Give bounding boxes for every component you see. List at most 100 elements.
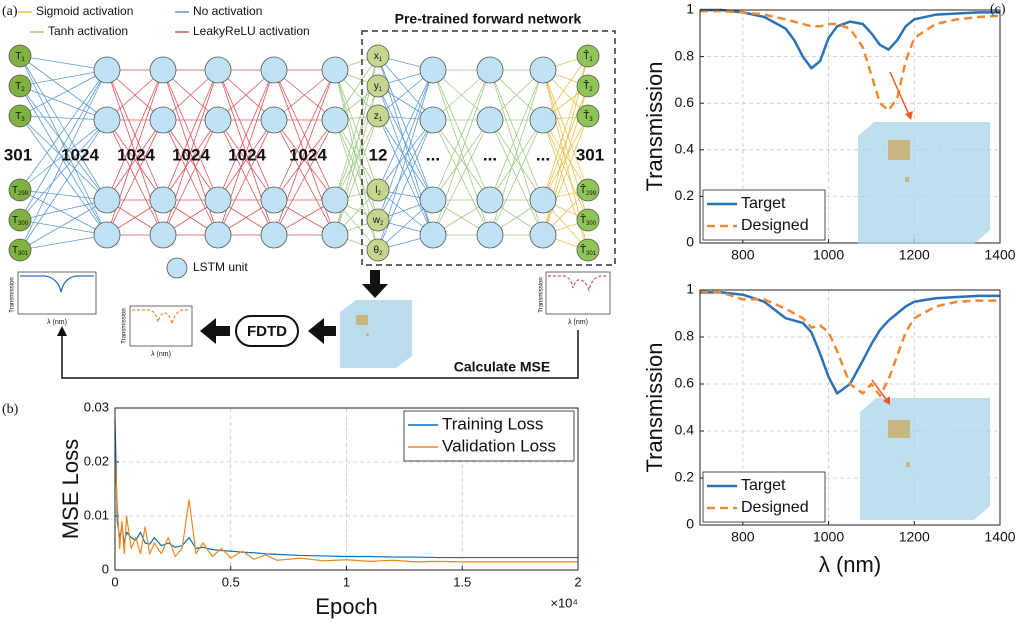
node xyxy=(149,221,177,249)
node-main: y xyxy=(374,81,379,92)
panel-label: (a) xyxy=(2,4,18,19)
thumb-ylabel: Transmission xyxy=(539,277,545,312)
device-block xyxy=(905,177,909,182)
device-inset xyxy=(858,122,990,244)
node xyxy=(260,221,288,249)
node xyxy=(529,56,557,84)
pointer xyxy=(889,71,911,118)
node xyxy=(529,221,557,249)
series-line xyxy=(114,418,578,559)
edge xyxy=(334,69,379,191)
node xyxy=(204,56,232,84)
edge xyxy=(432,119,491,201)
y-tick-label: 0.01 xyxy=(84,507,109,522)
layer-size: 1024 xyxy=(289,145,327,164)
edge xyxy=(542,119,589,191)
node xyxy=(321,106,349,134)
thumb-curve xyxy=(132,309,190,325)
edge xyxy=(19,115,108,236)
y-tick-label: 0.03 xyxy=(84,399,109,414)
edge xyxy=(217,119,275,236)
node-label: T̂1 xyxy=(583,48,593,63)
node xyxy=(321,221,349,249)
edge xyxy=(19,199,108,221)
edge xyxy=(432,69,491,201)
layer-size: 1024 xyxy=(61,145,99,164)
device-block xyxy=(888,140,910,160)
layer-size: ... xyxy=(426,145,440,164)
edge xyxy=(377,69,434,191)
legend-label: Designed xyxy=(741,217,809,234)
node-label: T̂300 xyxy=(580,212,597,227)
node-label: l2 xyxy=(375,185,381,197)
edge xyxy=(106,119,164,236)
thumb-curve xyxy=(20,275,94,293)
legend-label: Tanh activation xyxy=(48,24,128,38)
x-tick-label: 2 xyxy=(574,574,581,589)
node xyxy=(204,221,232,249)
edge xyxy=(217,119,275,201)
arrow-left xyxy=(308,318,336,344)
edge xyxy=(489,119,544,236)
y-tick-label: 0.4 xyxy=(675,422,695,438)
pointer-head xyxy=(883,396,890,405)
node-main: T xyxy=(15,111,21,122)
node-main: z xyxy=(374,111,379,122)
node-sub: 3 xyxy=(589,117,593,123)
layer-size: ... xyxy=(536,145,550,164)
edge xyxy=(106,69,164,201)
x-tick-label: 800 xyxy=(731,247,755,263)
legend-label: Sigmoid activation xyxy=(36,4,133,18)
node xyxy=(260,56,288,84)
node-main: T̂ xyxy=(583,108,589,122)
node-main: T xyxy=(15,51,21,62)
node-main: T̂ xyxy=(583,48,589,62)
lstm-legend-node xyxy=(166,257,188,279)
y-tick-label: 0.6 xyxy=(675,375,695,391)
node xyxy=(476,106,504,134)
edge xyxy=(489,119,544,201)
edge xyxy=(19,219,108,236)
edge xyxy=(162,119,219,201)
edge xyxy=(432,119,491,236)
node xyxy=(93,186,121,214)
edge xyxy=(19,69,108,191)
node-label: z1 xyxy=(374,111,383,123)
node xyxy=(576,178,600,202)
pointer xyxy=(871,379,889,403)
x-tick-label: 0.5 xyxy=(222,574,240,589)
legend-label: Target xyxy=(741,195,786,212)
thumb-frame xyxy=(17,271,97,315)
legend-box xyxy=(702,189,826,241)
edge xyxy=(542,69,589,191)
edge xyxy=(334,85,379,201)
node xyxy=(366,178,390,202)
thumb-xlabel: λ (nm) xyxy=(568,319,588,326)
node xyxy=(576,104,600,128)
y-axis-label: Transmission xyxy=(642,343,667,473)
node-label: y1 xyxy=(374,81,383,93)
node xyxy=(366,208,390,232)
node-sub: 1 xyxy=(589,57,593,63)
x-tick-label: 1200 xyxy=(899,247,930,263)
network: Sigmoid activation No activation Tanh acti… xyxy=(4,4,604,279)
edge xyxy=(162,119,219,236)
x-multiplier: ×10⁴ xyxy=(550,595,578,610)
node-sub: 301 xyxy=(18,251,29,257)
node-sub: 1 xyxy=(379,87,383,93)
edge xyxy=(542,85,589,201)
device xyxy=(340,300,412,368)
x-tick-label: 800 xyxy=(731,529,755,545)
device-block xyxy=(888,420,910,438)
edge xyxy=(377,119,434,221)
x-axis-label: Epoch xyxy=(315,594,377,619)
node xyxy=(204,106,232,134)
device-block xyxy=(906,462,910,467)
edge xyxy=(377,119,434,191)
edge xyxy=(19,189,108,236)
edge xyxy=(19,69,108,221)
node xyxy=(366,74,390,98)
node-main: T̂ xyxy=(583,78,589,92)
node-label: T301 xyxy=(12,245,29,257)
